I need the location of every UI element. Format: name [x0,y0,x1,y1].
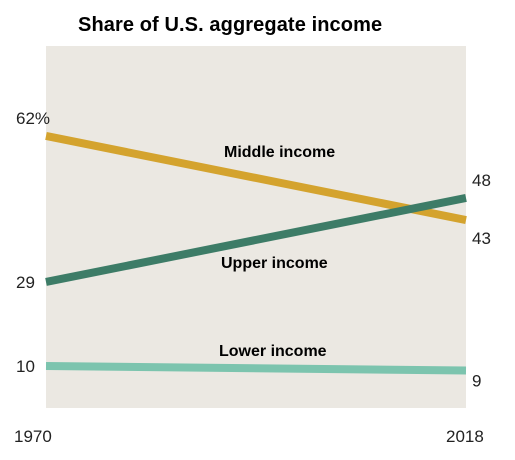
lower-income-end-value-label: 9 [472,371,481,390]
x-tick-label-1970: 1970 [14,427,52,446]
lower-income-line [45,362,467,375]
middle-income-series-label: Middle income [224,144,335,161]
upper-income-end-value-label: 48 [472,171,491,190]
chart-title: Share of U.S. aggregate income [78,14,383,36]
middle-income-line [45,132,467,224]
plot-background [46,46,466,408]
upper-income-series-label: Upper income [221,255,328,272]
lower-income-series-label: Lower income [219,343,327,360]
x-tick-label-2018: 2018 [446,427,484,446]
upper-income-line [45,193,467,286]
middle-income-end-value-label: 43 [472,229,491,248]
upper-income-start-value-label: 29 [16,273,35,292]
middle-income-start-value-label: 62% [16,109,50,128]
lower-income-start-value-label: 10 [16,357,35,376]
